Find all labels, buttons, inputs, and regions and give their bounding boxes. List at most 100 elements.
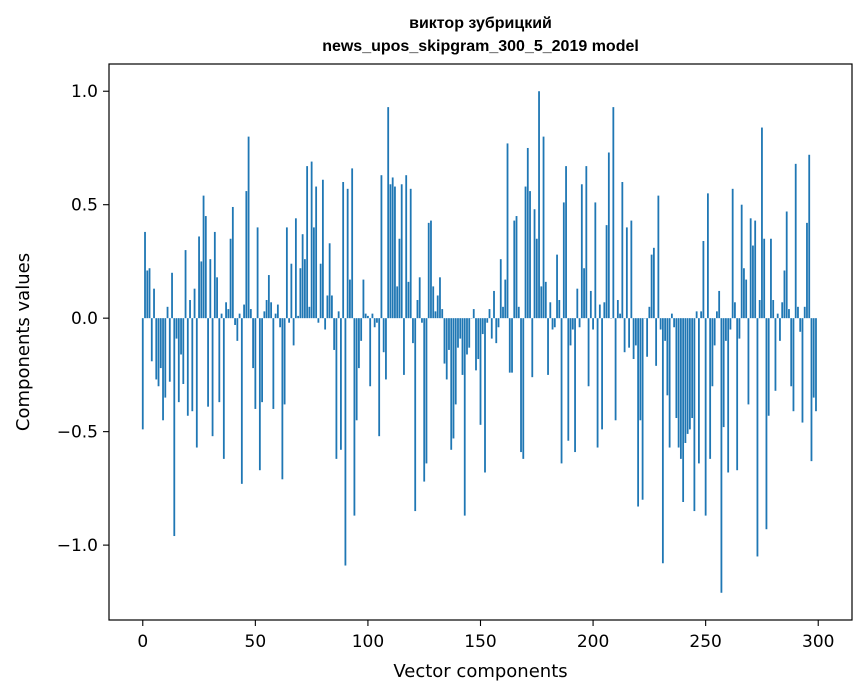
bar-15 [175,318,178,339]
bar-105 [378,318,381,437]
x-tick-label: 0 [137,632,148,652]
bar-58 [272,318,275,409]
bar-282 [776,313,779,319]
bar-42 [236,318,239,341]
bar-22 [191,318,194,412]
bar-10 [164,318,167,398]
bar-84 [331,295,333,319]
bar-80 [321,179,324,319]
bar-241 [684,318,687,443]
bar-116 [403,318,405,375]
bar-218 [632,318,635,360]
bar-79 [319,263,322,319]
bar-43 [238,313,241,319]
bar-25 [198,236,200,319]
bar-194 [578,318,581,328]
bar-121 [414,318,417,512]
bar-252 [709,318,712,459]
bar-16 [177,318,180,403]
bar-298 [812,318,815,398]
bar-64 [285,227,288,319]
bar-297 [810,318,813,462]
bar-203 [598,304,601,319]
bar-157 [495,318,498,344]
bar-243 [688,318,691,430]
bar-152 [484,318,486,473]
bar-33 [216,277,218,319]
bar-165 [513,220,516,319]
bar-3 [148,268,151,319]
bar-245 [693,318,696,512]
bar-257 [720,318,723,593]
bar-57 [270,302,273,319]
bar-46 [245,191,248,319]
bar-271 [752,245,754,319]
bar-253 [711,318,714,387]
bar-215 [625,227,628,319]
bar-27 [202,195,205,319]
bar-78 [317,318,320,323]
bar-119 [409,188,412,319]
x-axis: 0 50 100 150 200 250 300 [137,620,834,652]
bar-227 [652,247,655,319]
bar-265 [738,318,741,339]
bar-244 [691,318,694,419]
bar-197 [585,166,588,319]
bar-97 [360,318,363,341]
bar-269 [747,318,750,405]
bar-160 [502,306,504,319]
bar-83 [328,243,331,319]
bar-132 [439,277,441,319]
bar-222 [641,318,644,500]
y-tick-label: 0.5 [71,196,98,216]
bar-112 [394,186,396,319]
x-tick-label: 250 [689,632,721,652]
bar-237 [675,318,678,419]
bar-107 [382,318,385,353]
bar-124 [421,318,423,323]
bar-127 [427,222,430,319]
bar-99 [364,313,367,319]
bar-96 [358,318,360,369]
bar-129 [432,286,435,319]
bar-248 [700,311,703,319]
bar-188 [565,166,567,319]
bar-151 [481,318,484,335]
bar-290 [794,163,797,319]
bar-233 [666,318,669,396]
bar-293 [801,318,804,423]
bar-264 [736,318,739,471]
bar-148 [475,318,477,371]
y-tick-label: 1.0 [71,82,98,102]
bar-272 [754,220,757,319]
bar-131 [436,295,439,319]
bar-4 [150,318,153,362]
y-axis-label: Components values [13,253,34,431]
bar-189 [567,318,570,441]
bar-192 [574,318,576,453]
bar-255 [716,311,718,319]
bar-125 [423,318,426,482]
bar-115 [400,184,403,319]
bar-7 [157,318,160,387]
bar-19 [184,250,187,319]
bar-240 [682,318,685,502]
bar-294 [803,306,806,319]
bar-191 [571,318,574,330]
bar-35 [220,313,223,319]
bar-198 [587,318,590,387]
bar-195 [580,184,583,319]
bar-72 [303,259,306,319]
bar-70 [299,268,302,319]
bar-81 [324,318,327,330]
bar-169 [522,318,525,459]
bar-20 [186,318,189,416]
bar-256 [718,290,721,319]
bar-220 [637,318,640,507]
bar-31 [211,318,214,437]
bar-45 [243,304,245,319]
bar-249 [702,241,705,319]
bar-41 [234,318,236,325]
bar-110 [389,184,392,319]
bar-221 [639,318,642,421]
